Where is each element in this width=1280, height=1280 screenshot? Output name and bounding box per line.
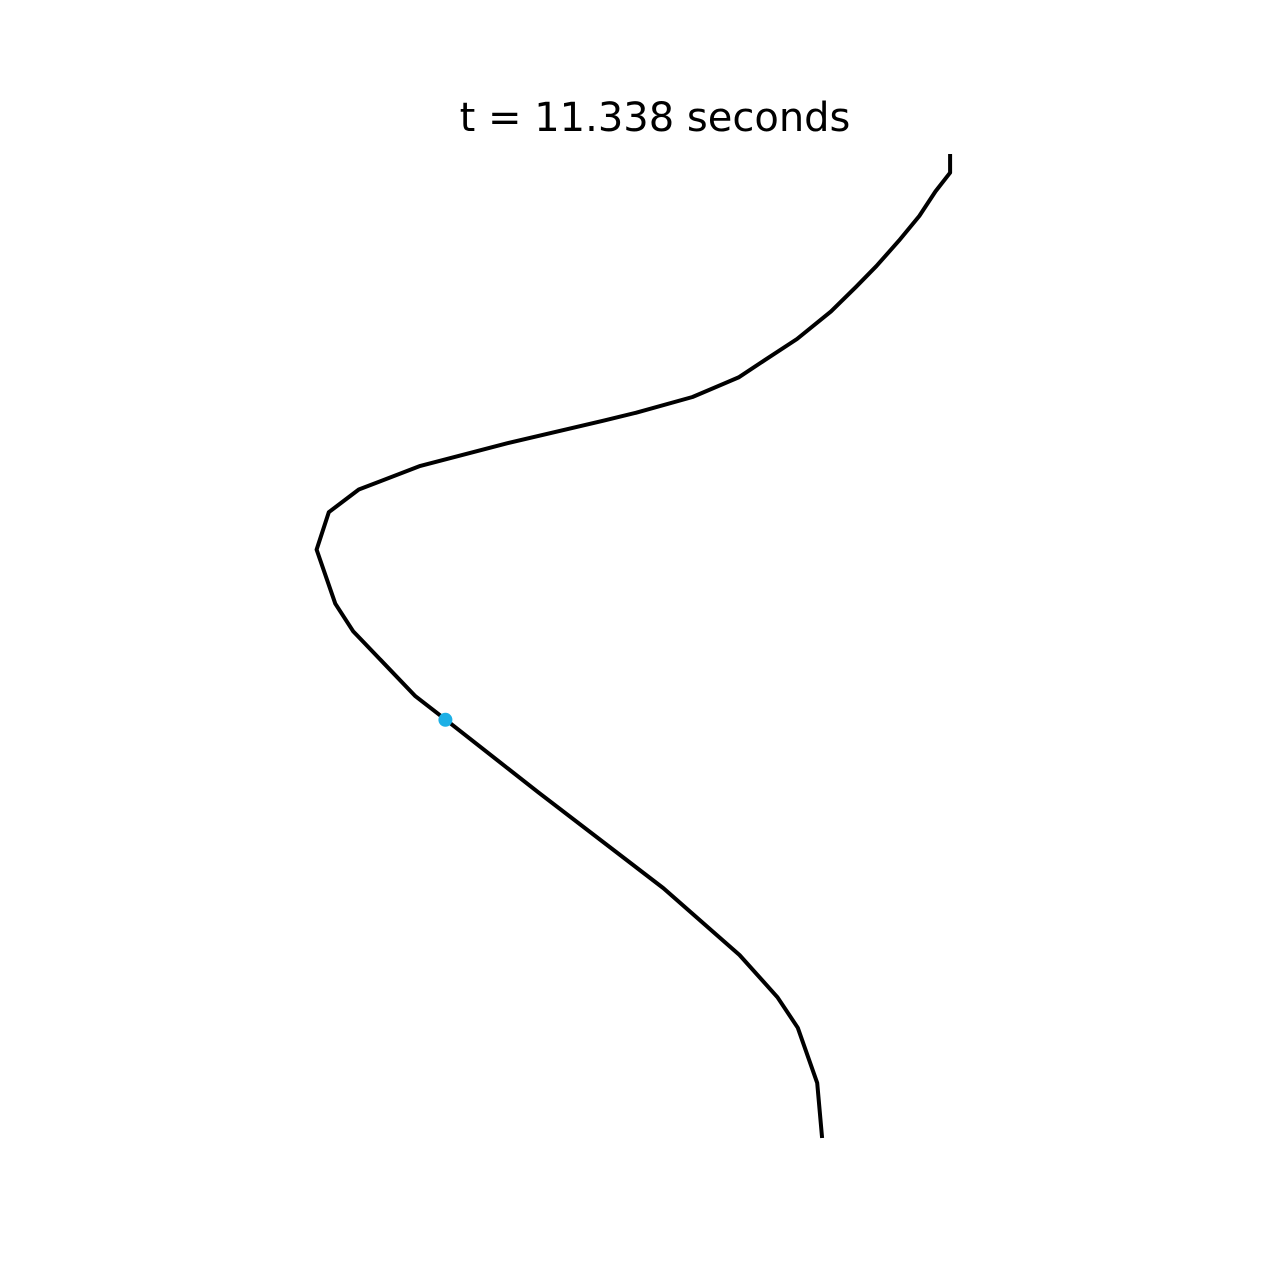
marker-layer (438, 712, 453, 727)
position-marker (438, 712, 453, 727)
series-line-0 (314, 154, 953, 1139)
chart-title: t = 11.338 seconds (459, 95, 851, 141)
series-layer (314, 154, 953, 1139)
